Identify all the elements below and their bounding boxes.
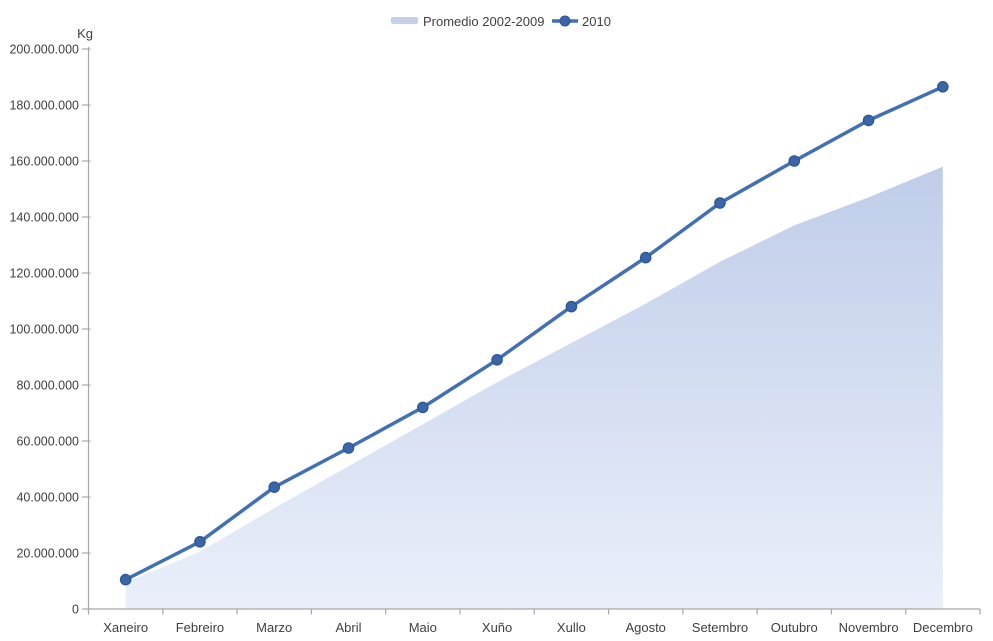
line-series-2010 <box>123 85 945 582</box>
data-point-marker <box>937 81 949 93</box>
data-point-marker <box>565 300 578 313</box>
data-point-marker <box>268 481 281 493</box>
data-point-marker <box>119 573 132 586</box>
legend-label-promedio: Promedio 2002-2009 <box>423 14 544 29</box>
plot-area: 200.000.000 180.000.000 160.000.000 140.000… <box>9 43 981 635</box>
y-axis-label: 100.000.000 <box>9 323 79 337</box>
x-axis-label: Febreiro <box>176 620 224 635</box>
legend: Promedio 2002-2009 2010 <box>391 14 611 29</box>
legend-swatch-area-icon <box>391 17 418 24</box>
x-axis-label: Setembro <box>692 620 748 635</box>
area-series-promedio <box>125 166 943 609</box>
x-axis-label: Abril <box>336 620 362 635</box>
legend-marker-icon <box>559 15 571 27</box>
y-axis-label: 20.000.000 <box>16 547 79 561</box>
y-axis-label: 80.000.000 <box>16 379 79 393</box>
y-axis-label: 180.000.000 <box>9 99 79 113</box>
x-axis-label: Maio <box>409 620 437 635</box>
x-axis-label: Marzo <box>256 620 292 635</box>
data-point-marker <box>788 155 801 167</box>
data-point-marker <box>862 114 875 127</box>
x-axis-label: Agosto <box>625 620 665 635</box>
y-axis-label: 60.000.000 <box>16 435 79 449</box>
x-axis-label: Xuño <box>482 620 512 635</box>
x-axis-label: Outubro <box>771 620 818 635</box>
y-axis-label: 140.000.000 <box>9 211 79 225</box>
y-axis-label: 200.000.000 <box>9 43 79 57</box>
x-axis-label: Xaneiro <box>103 620 148 635</box>
legend-label-2010: 2010 <box>582 14 611 29</box>
y-axis-label: 40.000.000 <box>16 491 79 505</box>
y-axis-unit-label: Kg <box>77 26 93 41</box>
y-axis-label: 120.000.000 <box>9 267 79 281</box>
data-point-marker <box>714 197 726 209</box>
data-point-marker <box>417 401 429 414</box>
data-point-marker <box>491 353 503 366</box>
data-point-marker <box>342 442 355 454</box>
data-point-marker <box>194 535 206 548</box>
x-axis-label: Decembro <box>913 620 973 635</box>
x-axis-label: Novembro <box>839 620 899 635</box>
data-point-marker <box>639 251 652 264</box>
y-axis-label: 160.000.000 <box>9 155 79 169</box>
x-axis-label: Xullo <box>557 620 586 635</box>
y-axis-label: 0 <box>72 603 79 617</box>
